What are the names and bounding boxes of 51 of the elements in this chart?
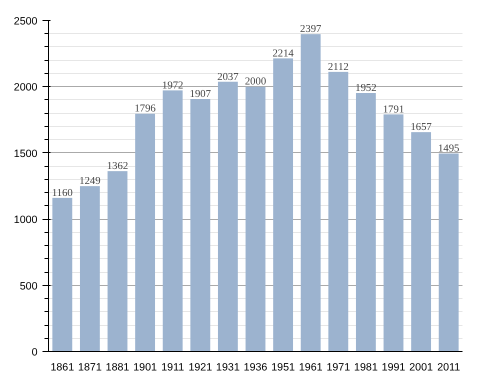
data-label: 1796 bbox=[134, 104, 156, 115]
x-tick-label: 1931 bbox=[216, 362, 240, 373]
bar bbox=[135, 114, 156, 352]
x-tick-label: 1981 bbox=[354, 362, 378, 373]
data-label: 1160 bbox=[52, 188, 73, 199]
data-label: 1657 bbox=[410, 122, 432, 134]
y-tick-label: 500 bbox=[20, 280, 38, 292]
data-label: 2037 bbox=[217, 72, 240, 83]
bar bbox=[246, 86, 266, 352]
bar bbox=[300, 34, 321, 352]
data-label: 2000 bbox=[244, 76, 266, 88]
data-label: 1249 bbox=[79, 176, 101, 188]
x-tick-label: 1991 bbox=[382, 362, 406, 373]
bar bbox=[52, 198, 72, 352]
x-tick-label: 2001 bbox=[409, 362, 434, 373]
data-label: 1907 bbox=[190, 89, 212, 100]
x-tick-label: 1911 bbox=[161, 362, 184, 373]
data-label: 2214 bbox=[272, 48, 294, 60]
data-label: 1972 bbox=[162, 80, 184, 92]
x-tick-label: 1881 bbox=[106, 362, 130, 373]
x-tick-label: 1961 bbox=[298, 362, 323, 373]
bar bbox=[190, 99, 210, 352]
x-tick-label: 1861 bbox=[50, 362, 74, 373]
x-tick-label: 1936 bbox=[244, 362, 268, 373]
data-label: 1362 bbox=[106, 161, 128, 172]
bar bbox=[328, 72, 348, 352]
bar bbox=[273, 58, 294, 352]
bar bbox=[438, 154, 459, 352]
data-label: 1495 bbox=[438, 144, 460, 155]
x-tick-label: 1901 bbox=[133, 362, 158, 373]
bar bbox=[356, 93, 376, 352]
y-tick-label: 1000 bbox=[14, 214, 38, 226]
bar bbox=[162, 90, 183, 352]
bar bbox=[108, 171, 128, 352]
bar bbox=[411, 132, 432, 352]
y-tick-label: 2500 bbox=[14, 16, 38, 28]
y-tick-label: 0 bbox=[32, 346, 38, 358]
x-tick-label: 1971 bbox=[326, 362, 350, 373]
y-tick-label: 2000 bbox=[14, 82, 38, 94]
x-tick-label: 1921 bbox=[188, 362, 212, 373]
data-label: 2397 bbox=[300, 24, 322, 36]
data-label: 2112 bbox=[328, 62, 349, 73]
y-tick-label: 1500 bbox=[14, 148, 38, 160]
data-label: 1952 bbox=[355, 83, 377, 94]
x-tick-label: 2011 bbox=[437, 362, 460, 373]
bar bbox=[384, 114, 404, 352]
x-tick-label: 1951 bbox=[271, 362, 296, 373]
x-tick-label: 1871 bbox=[78, 362, 102, 373]
data-label: 1791 bbox=[382, 104, 404, 116]
bar bbox=[80, 186, 100, 352]
bar bbox=[218, 82, 238, 352]
